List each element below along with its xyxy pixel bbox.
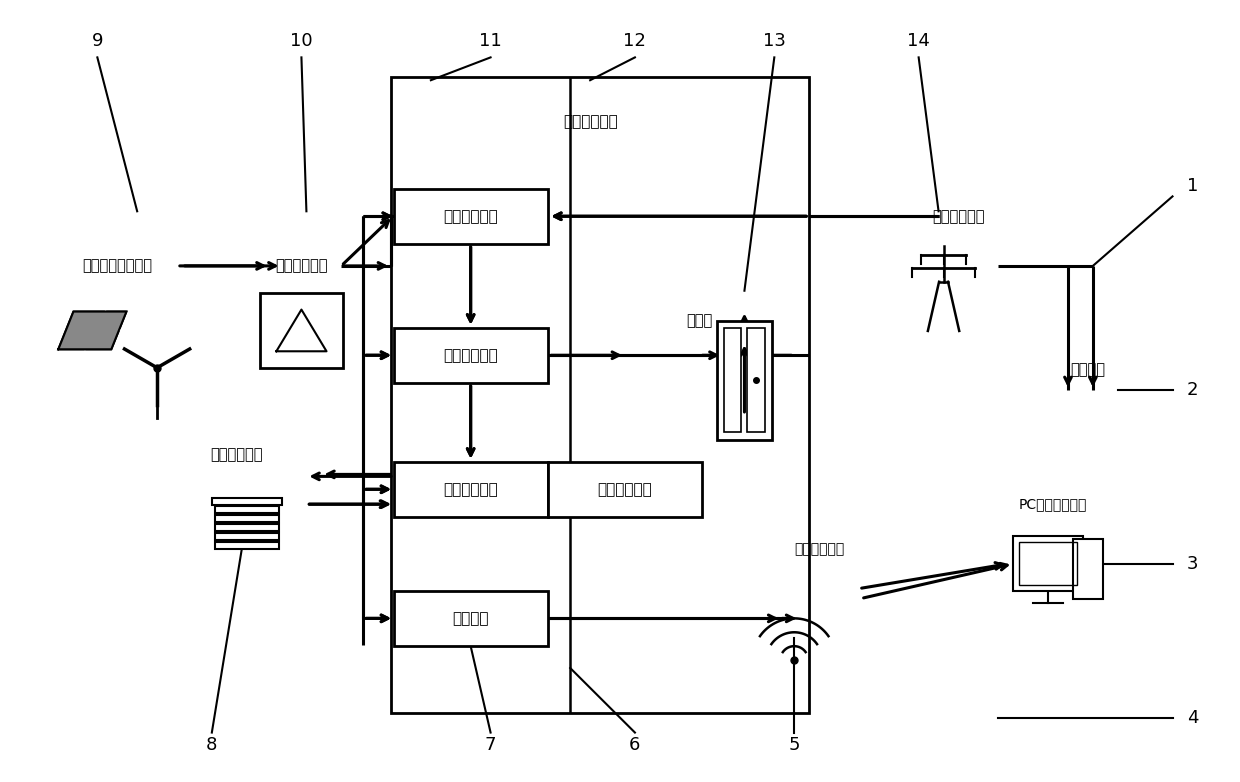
Text: 1: 1 [1187, 178, 1198, 196]
Text: 电能存储装置: 电能存储装置 [211, 447, 263, 462]
Text: 7: 7 [485, 737, 496, 755]
Bar [548, 462, 702, 517]
Text: 控制终端模块: 控制终端模块 [563, 114, 618, 130]
Text: 逆变器: 逆变器 [687, 313, 713, 328]
Text: 8: 8 [206, 737, 217, 755]
Text: 负载设备: 负载设备 [1070, 363, 1105, 378]
Text: 4: 4 [1187, 708, 1198, 726]
Bar [1013, 536, 1083, 591]
Text: 无线通讯设施: 无线通讯设施 [794, 542, 844, 556]
Bar [215, 542, 279, 548]
Text: 12: 12 [624, 31, 646, 49]
Text: 分布能源发电装置: 分布能源发电装置 [82, 258, 153, 274]
Bar [259, 293, 343, 368]
Bar [393, 462, 548, 517]
Text: 11: 11 [479, 31, 502, 49]
Bar [1019, 543, 1078, 585]
Text: 公共电网设施: 公共电网设施 [932, 209, 985, 224]
Text: 电能控制模块: 电能控制模块 [443, 348, 498, 363]
Bar [1073, 539, 1102, 598]
Bar [748, 328, 765, 432]
Text: 监控模块: 监控模块 [453, 611, 489, 626]
Polygon shape [58, 311, 126, 350]
Text: PC控制终端设备: PC控制终端设备 [1019, 497, 1087, 511]
Text: 10: 10 [290, 31, 312, 49]
Text: 满荷识别模块: 满荷识别模块 [598, 482, 652, 497]
Text: 电能汇流装置: 电能汇流装置 [275, 258, 327, 274]
Bar [212, 498, 281, 505]
Bar [717, 321, 771, 439]
Bar [393, 328, 548, 382]
Text: 9: 9 [92, 31, 103, 49]
Text: 2: 2 [1187, 381, 1198, 399]
Bar [723, 328, 742, 432]
Bar [393, 189, 548, 243]
Bar [215, 524, 279, 531]
Text: 14: 14 [908, 31, 930, 49]
Bar [215, 533, 279, 540]
Text: 电能存储模块: 电能存储模块 [443, 482, 498, 497]
Text: 3: 3 [1187, 554, 1198, 572]
Text: 6: 6 [629, 737, 641, 755]
Text: 5: 5 [789, 737, 800, 755]
Bar [393, 591, 548, 646]
Text: 停电识别模块: 停电识别模块 [443, 209, 498, 224]
Bar [215, 506, 279, 513]
Text: 13: 13 [763, 31, 786, 49]
Bar [215, 515, 279, 522]
Bar [391, 77, 810, 712]
